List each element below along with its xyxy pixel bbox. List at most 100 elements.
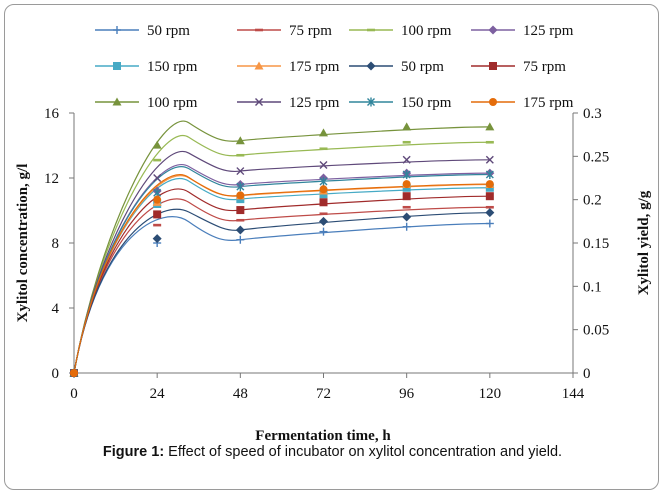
legend-label: 125 rpm <box>523 23 574 39</box>
series-curve <box>73 120 490 374</box>
x-tick-label: 144 <box>562 386 585 402</box>
legend-marker <box>112 97 122 106</box>
data-point <box>153 158 162 162</box>
legend-label: 75 rpm <box>289 23 332 39</box>
data-point <box>153 223 162 227</box>
data-point <box>153 195 162 204</box>
series-curve <box>73 166 490 374</box>
legend-label: 50 rpm <box>147 23 190 39</box>
y-axis-left-label: Xylitol concentration, g/l <box>15 164 31 323</box>
legend-marker <box>254 61 264 70</box>
y-left-tick-label: 12 <box>44 171 59 187</box>
data-point <box>485 180 494 189</box>
data-point <box>402 155 411 164</box>
legend-item: 175 rpm <box>471 95 574 111</box>
legend-label: 150 rpm <box>147 59 198 75</box>
y-right-tick-label: 0.1 <box>583 279 602 295</box>
legend-marker <box>113 26 121 34</box>
data-point <box>319 216 328 226</box>
fitted-curves <box>73 120 490 374</box>
y-axis-right-label: Xylitol yield, g/g <box>636 190 652 295</box>
data-point <box>485 219 494 228</box>
data-point <box>152 234 162 244</box>
legend-marker <box>489 98 497 106</box>
data-point <box>236 218 245 222</box>
data-point <box>485 155 494 164</box>
legend-marker <box>367 28 375 32</box>
data-point <box>319 147 328 151</box>
legend-item: 50 rpm <box>95 23 190 39</box>
y-right-tick-label: 0.3 <box>583 106 602 122</box>
data-point <box>485 170 494 180</box>
legend-item: 100 rpm <box>95 95 198 111</box>
legend-label: 150 rpm <box>401 95 452 111</box>
x-tick-label: 24 <box>150 386 166 402</box>
axes <box>73 113 574 374</box>
legend-item: 125 rpm <box>237 95 340 111</box>
caption-text: Effect of speed of incubator on xylitol … <box>164 444 563 460</box>
data-point <box>402 170 411 180</box>
data-point <box>319 128 328 137</box>
data-point <box>153 210 162 219</box>
data-point <box>485 205 494 209</box>
legend-marker <box>113 62 121 70</box>
y-left-tick-label: 8 <box>52 236 60 252</box>
data-point <box>319 161 328 169</box>
series-curve <box>73 216 490 374</box>
series-curve <box>73 150 490 374</box>
data-point <box>402 140 411 144</box>
y-right-tick-label: 0 <box>583 366 591 382</box>
legend-marker <box>489 62 497 70</box>
data-point <box>402 222 411 231</box>
data-point <box>236 182 245 192</box>
x-tick-label: 120 <box>479 386 502 402</box>
data-point <box>485 192 494 201</box>
figure-caption: Figure 1: Effect of speed of incubator o… <box>0 444 665 460</box>
series-curve <box>73 134 490 374</box>
y-left-tick-label: 0 <box>52 366 60 382</box>
data-point <box>485 208 495 218</box>
legend-item: 50 rpm <box>349 59 444 75</box>
legend-marker <box>255 98 263 106</box>
data-point <box>236 206 245 215</box>
legend-label: 175 rpm <box>523 95 574 111</box>
legend-label: 175 rpm <box>289 59 340 75</box>
data-point <box>402 180 411 189</box>
series-curve <box>73 174 490 374</box>
y-left-tick-label: 4 <box>52 301 60 317</box>
legend: 50 rpm 75 rpm 100 rpm 125 rpm 150 rpm 175 rpm… <box>95 23 574 111</box>
data-point <box>319 185 328 194</box>
data-point <box>319 176 328 186</box>
data-point <box>236 153 245 157</box>
data-point <box>70 369 78 377</box>
x-tick-label: 96 <box>399 386 415 402</box>
data-point <box>235 225 245 235</box>
data-point <box>402 205 411 209</box>
legend-item: 175 rpm <box>237 59 340 75</box>
data-point <box>319 212 328 216</box>
legend-marker <box>366 61 376 71</box>
legend-label: 50 rpm <box>401 59 444 75</box>
series-curve <box>73 198 490 374</box>
legend-label: 125 rpm <box>289 95 340 111</box>
data-point <box>236 191 245 200</box>
data-point <box>236 235 245 244</box>
caption-label: Figure 1: <box>102 444 165 460</box>
data-point <box>402 122 412 131</box>
data-point <box>319 227 328 236</box>
legend-item: 150 rpm <box>349 95 452 111</box>
x-tick-label: 48 <box>233 386 248 402</box>
legend-item: 125 rpm <box>471 23 574 39</box>
ticks: 0 24 48 72 96 120 144048121600.050.10.150.20.2… <box>44 106 609 402</box>
data-point <box>485 140 494 144</box>
y-right-tick-label: 0.2 <box>583 193 602 209</box>
legend-marker <box>488 25 498 35</box>
legend-label: 75 rpm <box>523 59 566 75</box>
x-tick-label: 72 <box>316 386 331 402</box>
data-point <box>485 122 495 131</box>
series-curve <box>73 208 490 374</box>
y-left-tick-label: 16 <box>44 106 60 122</box>
series-curve <box>73 175 490 374</box>
x-tick-label: 0 <box>70 386 78 402</box>
